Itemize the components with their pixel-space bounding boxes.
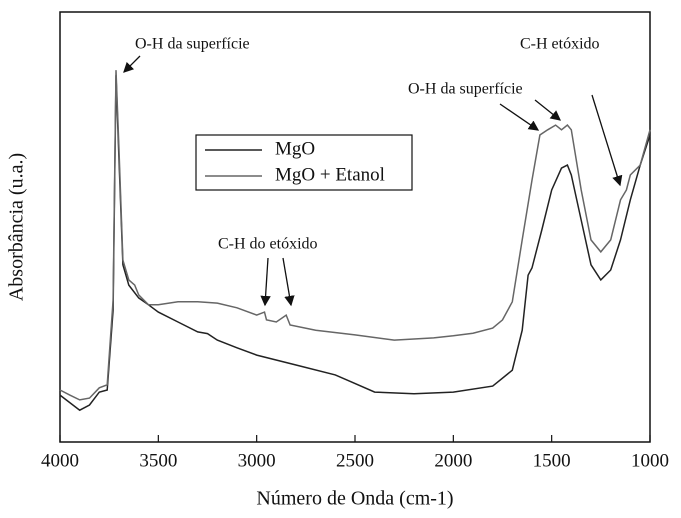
x-tick-label: 4000 — [41, 450, 79, 471]
arrows — [123, 55, 623, 307]
x-tick-label: 1000 — [631, 450, 669, 471]
annotation: C-H do etóxido — [218, 236, 318, 253]
x-axis-label: Número de Onda (cm-1) — [256, 488, 453, 510]
x-tick-label: 3000 — [238, 450, 276, 471]
y-axis-label: Absorbância (u.a.) — [6, 153, 28, 301]
plot-frame — [59, 11, 651, 443]
x-tick-label: 3500 — [139, 450, 177, 471]
legend-label: MgO — [275, 138, 315, 159]
x-tick-label: 2500 — [336, 450, 374, 471]
x-tick-label: 1500 — [533, 450, 571, 471]
x-tick-label: 2000 — [434, 450, 472, 471]
annotation: O-H da superfície — [408, 81, 523, 98]
legend-label: MgO + Etanol — [275, 164, 385, 185]
series-line — [59, 70, 651, 401]
legend-box — [195, 134, 413, 191]
series-line — [59, 75, 651, 412]
annotation: C-H etóxido — [520, 36, 600, 53]
annotation: O-H da superfície — [135, 36, 250, 53]
